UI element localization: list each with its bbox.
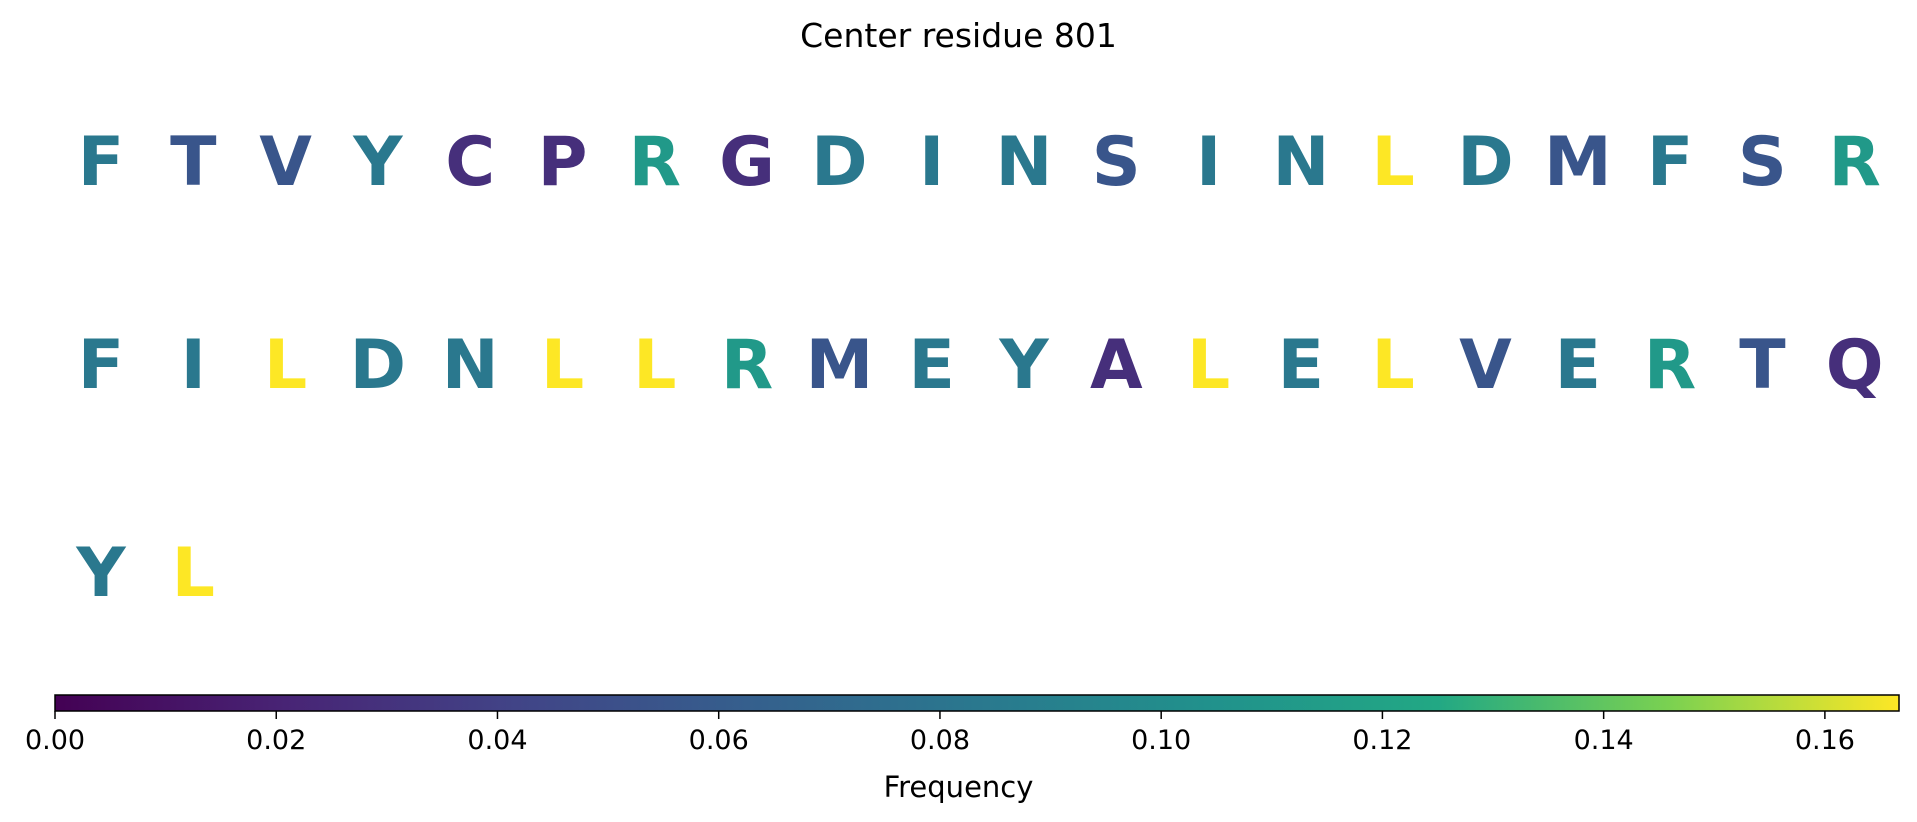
residue-letter: Y [998,326,1049,405]
residue-letter: F [78,326,124,405]
residue-letter: S [1738,123,1787,202]
residue-letter: P [538,123,588,202]
residue-letter: T [1739,326,1786,405]
residue-letter: L [541,326,584,405]
residue-letter: M [1544,123,1612,202]
residue-letter: V [1459,326,1512,405]
residue-letter: D [350,326,406,405]
residue-letter: E [1278,326,1324,405]
colorbar-tick-label: 0.16 [1795,725,1855,756]
residue-letter: Q [1826,326,1884,405]
chart-title: Center residue 801 [800,16,1117,55]
residue-letter: M [806,326,874,405]
residue-letter: L [1187,326,1230,405]
residue-letter: I [919,123,944,202]
residue-letter: L [1372,326,1415,405]
colorbar-tick-label: 0.02 [246,725,306,756]
colorbar: 0.00 0.02 0.04 0.06 0.08 0.10 0.12 0.14 0.16 [25,694,1900,756]
residue-letter: L [172,534,215,613]
colorbar-tick-label: 0.12 [1352,725,1412,756]
residue-letter: Y [75,534,126,613]
residue-letter: L [264,326,307,405]
residue-letter: Y [352,123,403,202]
residue-letter: E [1555,326,1601,405]
residue-letter: G [719,123,775,202]
residue-letter: F [1647,123,1693,202]
residue-letter: I [1196,123,1221,202]
colorbar-tick-label: 0.04 [467,725,527,756]
residue-letter: N [1272,123,1329,202]
residue-letter: L [633,326,676,405]
colorbar-tick-label: 0.00 [25,725,85,756]
residue-letter: R [1644,326,1696,405]
residue-letter: E [908,326,954,405]
residue-letter: L [1372,123,1415,202]
colorbar-gradient [54,694,1900,712]
residue-letter: R [721,326,773,405]
colorbar-tick-label: 0.14 [1574,725,1634,756]
colorbar-label: Frequency [883,770,1034,804]
residue-letter: D [1457,123,1513,202]
residue-letter: V [259,123,312,202]
residue-letters: F T V Y C P R G D I N S I N L D M F S RF I L D N L L R M E Y A L E L V E R T Q… [75,123,1883,613]
residue-letter: I [181,326,206,405]
colorbar-tick-label: 0.10 [1131,725,1191,756]
colorbar-tick-label: 0.08 [910,725,970,756]
residue-letter: C [445,123,495,202]
residue-letter: N [442,326,499,405]
residue-letter: S [1092,123,1141,202]
residue-letter: R [1829,123,1881,202]
residue-letter: A [1090,326,1143,405]
residue-letter: N [996,123,1053,202]
residue-letter: T [170,123,217,202]
residue-letter: R [629,123,681,202]
residue-letter: F [78,123,124,202]
residue-letter: D [811,123,867,202]
colorbar-tick-label: 0.06 [689,725,749,756]
